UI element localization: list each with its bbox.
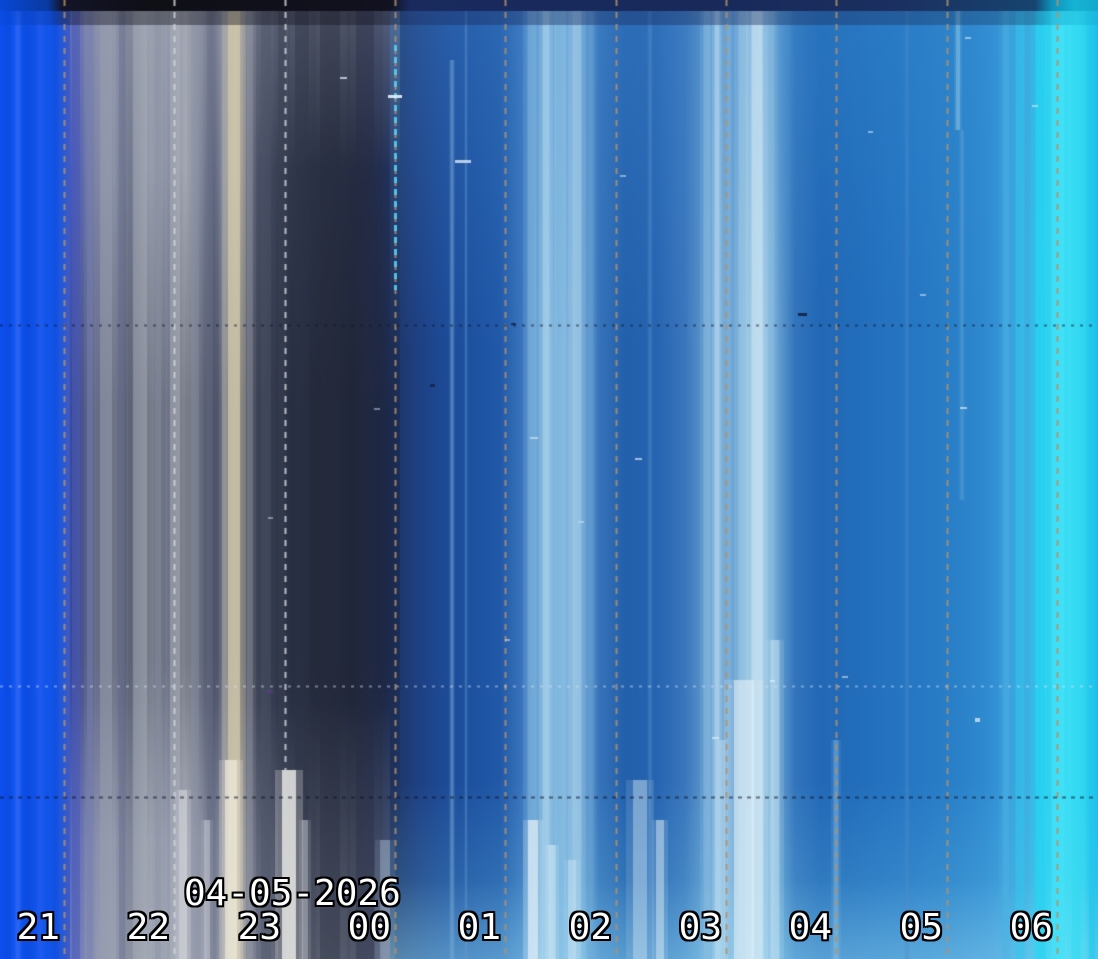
hour-tick-label: 21 xyxy=(16,907,60,948)
hour-tick-label: 02 xyxy=(568,907,612,948)
hour-tick-label: 03 xyxy=(678,907,722,948)
hour-tick-label: 23 xyxy=(237,907,281,948)
hour-tick-label: 05 xyxy=(899,907,943,948)
hour-tick-label: 00 xyxy=(347,907,391,948)
date-label: 04-05-2026 xyxy=(184,873,401,914)
hour-tick-label: 06 xyxy=(1009,907,1053,948)
hour-tick-label: 01 xyxy=(457,907,501,948)
hour-tick-label: 04 xyxy=(788,907,832,948)
hour-tick-label: 22 xyxy=(126,907,170,948)
